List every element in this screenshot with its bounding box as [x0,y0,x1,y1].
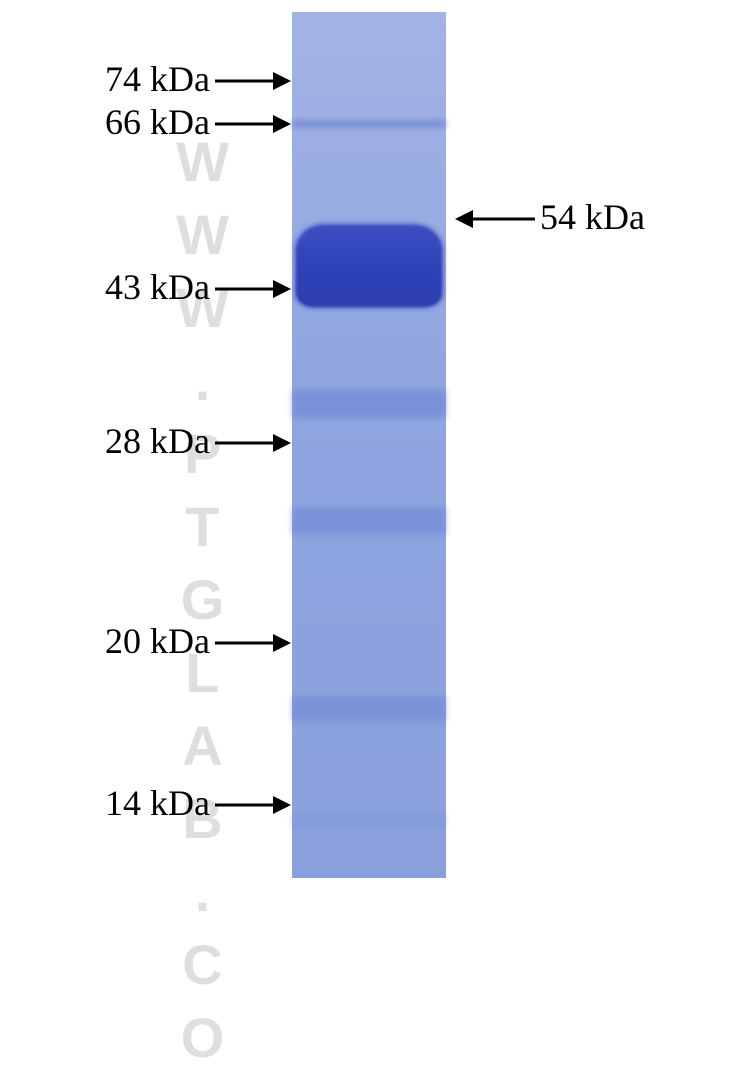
target-arrow-icon [455,218,535,219]
gel-background [292,12,446,878]
faint-band [292,816,446,826]
gel-figure: WWW.PTGLAB.CO 74 kDa66 kDa 43 kDa 28 kDa 20… [0,0,740,888]
target-label: 54 kDa [540,196,645,238]
marker-label: 66 kDa [105,101,210,143]
marker-label: 14 kDa [105,782,210,824]
faint-band [292,120,446,128]
faint-band [292,697,446,721]
watermark-text: WWW.PTGLAB.CO [170,130,235,850]
gel-lane [292,12,446,878]
main-protein-band [296,225,442,307]
marker-arrow-icon [215,804,291,805]
marker-label: 43 kDa [105,266,210,308]
marker-arrow-icon [215,288,291,289]
marker-label: 28 kDa [105,420,210,462]
marker-label: 74 kDa [105,58,210,100]
marker-arrow-icon [215,123,291,124]
marker-arrow-icon [215,80,291,81]
marker-arrow-icon [215,642,291,643]
marker-arrow-icon [215,442,291,443]
marker-label: 20 kDa [105,620,210,662]
faint-band [292,508,446,534]
faint-band [292,390,446,418]
